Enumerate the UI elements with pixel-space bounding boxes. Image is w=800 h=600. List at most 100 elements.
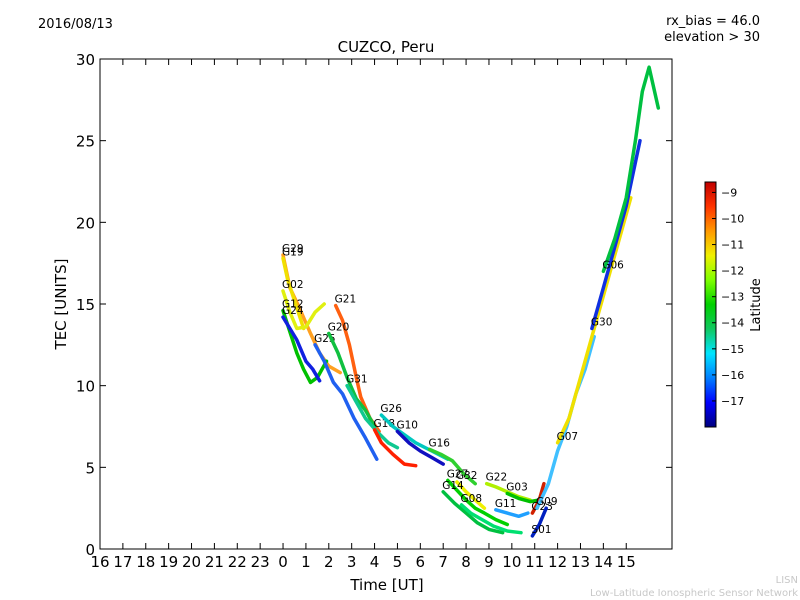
series-trace-g18: [372, 428, 418, 468]
x-tick-label: 22: [228, 553, 247, 571]
series-label-g18: G18: [374, 418, 396, 430]
colorbar-tick-label: −13: [721, 291, 744, 304]
x-tick-label: 4: [370, 553, 380, 571]
x-tick-label: 23: [251, 553, 270, 571]
series-trace-g19: [281, 256, 306, 331]
y-axis-label: TEC [UNITS]: [52, 259, 70, 351]
colorbar: −9 −10 −11 −12 −13 −14 −15 −16 −17: [704, 181, 744, 428]
x-axis-label: Time [UT]: [349, 576, 423, 594]
y-tick-label: 15: [76, 296, 95, 314]
credit-line-1: LISN: [775, 575, 798, 586]
series-trace-g08: [459, 503, 523, 535]
colorbar-tick-label: −17: [721, 395, 744, 408]
series-trace-g30: [590, 138, 642, 331]
series-trace-g10: [395, 429, 445, 466]
series-label-g24: G24: [282, 305, 304, 317]
series-label-g14: G14: [442, 480, 464, 492]
y-tick-label: 30: [76, 51, 95, 69]
series-label-g21: G21: [335, 294, 357, 306]
y-tick-label: 10: [76, 378, 95, 396]
series-trace-g02: [281, 289, 326, 331]
plot-frame: [99, 58, 673, 550]
elevation-label: elevation > 30: [664, 30, 760, 45]
series-trace-g06: [601, 65, 661, 274]
y-tick-label: 0: [85, 541, 95, 559]
series-trace-g24: [281, 315, 322, 383]
series-trace-g31: [345, 383, 400, 450]
x-tick-label: 14: [594, 553, 613, 571]
colorbar-tick-label: −12: [721, 265, 744, 278]
colorbar-tick-label: −16: [721, 369, 744, 382]
x-tick-label: 3: [347, 553, 357, 571]
date-label: 2016/08/13: [38, 17, 113, 32]
colorbar-tick-label: −9: [721, 186, 737, 199]
series-label-g19: G19: [282, 246, 304, 258]
series-label-g16: G16: [428, 437, 450, 449]
x-tick-label: 7: [438, 553, 448, 571]
credit: LISN Low-Latitude Ionospheric Sensor Net…: [590, 574, 798, 600]
series-label-g06: G06: [602, 259, 624, 271]
x-tick-label: 13: [571, 553, 590, 571]
x-tick-label: 1: [301, 553, 311, 571]
series-trace-g27: [446, 478, 510, 527]
credit-line-2: Low-Latitude Ionospheric Sensor Network: [590, 588, 798, 599]
series-label-g11: G11: [495, 498, 516, 510]
x-tick-label: 10: [502, 553, 521, 571]
series-trace-g03: [505, 491, 542, 504]
x-tick-label: 19: [159, 553, 178, 571]
series-trace-g11: [494, 508, 530, 519]
series-label-g26: G26: [380, 403, 402, 415]
series-trace-g20: [327, 331, 377, 429]
series-label-g03: G03: [506, 481, 528, 493]
x-tick-label: 17: [113, 553, 132, 571]
colorbar-tick-label: −10: [721, 212, 744, 225]
x-tick-label: 18: [136, 553, 155, 571]
series-label-g20: G20: [328, 321, 350, 333]
rx-bias-label: rx_bias = 46.0: [666, 14, 760, 29]
series-trace-g16: [427, 447, 477, 486]
colorbar-tick-label: −11: [721, 239, 744, 252]
colorbar-label: Latitude: [749, 278, 764, 332]
colorbar-tick-label: −15: [721, 343, 744, 356]
x-tick-label: 21: [205, 553, 224, 571]
series-label-g30: G30: [591, 317, 613, 329]
series-label-g27: G27: [447, 468, 469, 480]
series-label-g31: G31: [346, 374, 368, 386]
x-tick-label: 16: [90, 553, 109, 571]
x-tick-label: 6: [416, 553, 426, 571]
series-label-s01: S01: [531, 524, 551, 536]
series-trace-s01: [530, 506, 548, 538]
series-label-g29: G29: [282, 243, 304, 255]
y-tick-label: 5: [85, 459, 95, 477]
plot-parameters: rx_bias = 46.0 elevation > 30: [664, 14, 760, 46]
series-label-g32: G32: [456, 470, 478, 482]
series-label-g10: G10: [396, 419, 418, 431]
colorbar-gradient: [704, 181, 717, 428]
series-label-g12: G12: [282, 299, 304, 311]
x-tick-label: 8: [461, 553, 471, 571]
series-trace-g25: [313, 343, 379, 461]
x-tick-label: 15: [617, 553, 636, 571]
series-trace-g32: [455, 480, 487, 510]
series-trace-g14: [441, 490, 505, 535]
colorbar-tick-label: −14: [721, 317, 744, 330]
x-tick-label: 12: [548, 553, 567, 571]
y-tick-label: 25: [76, 133, 95, 151]
x-tick-label: 0: [278, 553, 288, 571]
x-tick-label: 5: [393, 553, 403, 571]
series-label-g07: G07: [557, 431, 579, 443]
x-tick-label: 11: [525, 553, 544, 571]
x-tick-label: 20: [182, 553, 201, 571]
series-label-g08: G08: [461, 493, 483, 505]
chart-title: CUZCO, Peru: [338, 38, 435, 56]
y-tick-label: 20: [76, 214, 95, 232]
series-trace-g07: [555, 196, 633, 445]
series-label-g22: G22: [486, 472, 508, 484]
series-label-g02: G02: [282, 279, 304, 291]
x-tick-label: 2: [324, 553, 334, 571]
series-label-g09: G09: [536, 496, 558, 508]
series-label-g23: G23: [531, 501, 553, 513]
x-tick-label: 9: [484, 553, 494, 571]
